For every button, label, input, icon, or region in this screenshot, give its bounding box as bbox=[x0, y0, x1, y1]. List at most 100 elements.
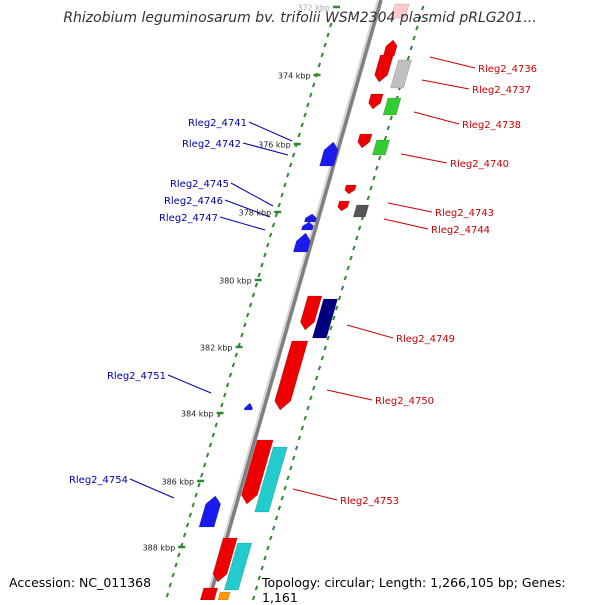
gene-label: Rleg2_4737 bbox=[472, 85, 531, 96]
outer-tick-dot bbox=[377, 155, 382, 161]
gene-label: Rleg2_4736 bbox=[478, 64, 537, 75]
outer-tick-dot bbox=[312, 385, 316, 391]
accession-text: Accession: NC_011368 bbox=[9, 575, 152, 590]
outer-tick-dot bbox=[277, 505, 282, 511]
inner-tick-dot bbox=[240, 332, 244, 338]
leader-line bbox=[219, 216, 266, 231]
outer-tick-dot bbox=[415, 25, 419, 31]
inner-tick-dot bbox=[303, 112, 307, 118]
backbone-line bbox=[207, 0, 383, 600]
leader-line bbox=[387, 202, 433, 213]
leader-line bbox=[167, 374, 212, 394]
leader-line bbox=[421, 79, 470, 90]
outer-tick-dot bbox=[257, 575, 262, 581]
inner-tick-dot bbox=[268, 232, 273, 238]
inner-tick-dot bbox=[280, 192, 284, 198]
gene-label: Rleg2_4744 bbox=[431, 225, 490, 236]
outer-tick-dot bbox=[386, 125, 391, 131]
leader-line bbox=[413, 111, 460, 125]
outer-tick-dot bbox=[309, 395, 313, 401]
gene-feature bbox=[390, 59, 412, 89]
map-title: Rhizobium leguminosarum bv. trifolii WSM… bbox=[63, 10, 537, 26]
gene-feature bbox=[274, 340, 309, 411]
gene-label: Rleg2_4751 bbox=[107, 371, 166, 382]
outer-tick-dot bbox=[355, 235, 359, 241]
inner-tick-dot bbox=[323, 42, 327, 48]
outer-tick-dot bbox=[332, 315, 336, 321]
outer-tick-dot bbox=[343, 275, 348, 281]
inner-tick-dot bbox=[165, 592, 170, 598]
leader-lines bbox=[129, 56, 476, 501]
outer-tick-dot bbox=[294, 445, 299, 451]
gene-label: Rleg2_4740 bbox=[450, 159, 509, 170]
inner-tick-dot bbox=[214, 422, 218, 428]
scale-label: 382 kbp bbox=[200, 344, 233, 353]
outer-tick-dot bbox=[420, 5, 425, 11]
gene-feature bbox=[344, 184, 357, 195]
gene-feature bbox=[390, 3, 410, 19]
outer-tick-dot bbox=[349, 255, 353, 261]
gene-feature bbox=[241, 439, 274, 505]
inner-tick-dot bbox=[197, 482, 201, 488]
outer-tick-dot bbox=[406, 55, 411, 61]
outer-tick-dot bbox=[286, 475, 290, 481]
inner-tick-dot bbox=[185, 522, 190, 528]
inner-tick-dot bbox=[274, 212, 279, 218]
scale-label: 372 kbp bbox=[297, 4, 330, 13]
outer-tick-dot bbox=[303, 415, 307, 421]
outer-tick-dot bbox=[320, 355, 325, 361]
inner-tick-dot bbox=[251, 292, 256, 298]
outer-tick-dot bbox=[323, 345, 327, 351]
outer-tick-dot bbox=[389, 115, 393, 121]
inner-tick-dot bbox=[271, 222, 276, 228]
outer-tick-dot bbox=[260, 565, 264, 571]
outer-tick-dot bbox=[300, 425, 305, 431]
leader-line bbox=[326, 389, 373, 401]
inner-tick-dot bbox=[260, 262, 264, 268]
outer-tick-dot bbox=[366, 195, 370, 201]
gene-feature bbox=[374, 54, 394, 83]
outer-tick-dot bbox=[271, 525, 276, 531]
outer-tick-dot bbox=[337, 295, 342, 301]
outer-tick-dot bbox=[329, 325, 333, 331]
outer-tick-dot bbox=[375, 165, 379, 171]
scale-label: 388 kbp bbox=[143, 544, 176, 553]
outer-tick-dot bbox=[369, 185, 373, 191]
gene-label: Rleg2_4746 bbox=[164, 196, 223, 207]
outer-tick-dot bbox=[263, 555, 267, 561]
inner-tick-dot bbox=[177, 552, 181, 558]
outer-tick-dot bbox=[289, 465, 293, 471]
inner-tick-dot bbox=[286, 172, 290, 178]
scale-label: 380 kbp bbox=[219, 277, 252, 286]
gene-feature bbox=[303, 213, 317, 223]
outer-tick-dot bbox=[357, 225, 362, 231]
inner-tick-dot bbox=[202, 462, 207, 468]
gene-label: Rleg2_4749 bbox=[396, 334, 455, 345]
inner-tick-dot bbox=[205, 452, 210, 458]
outer-tick-dot bbox=[409, 45, 413, 51]
outer-tick-dot bbox=[383, 135, 388, 141]
inner-tick-dot bbox=[234, 352, 238, 358]
gene-label: Rleg2_4743 bbox=[435, 208, 494, 219]
gene-feature bbox=[243, 402, 253, 411]
gene-label: Rleg2_4747 bbox=[159, 213, 218, 224]
inner-tick-dot bbox=[228, 372, 233, 378]
inner-tick-dot bbox=[200, 472, 204, 478]
outer-tick-dot bbox=[334, 305, 339, 311]
gene-feature bbox=[198, 495, 221, 528]
leader-line bbox=[248, 121, 293, 142]
outer-tick-dot bbox=[346, 265, 350, 271]
inner-tick-dot bbox=[320, 52, 324, 58]
gene-label: Rleg2_4741 bbox=[188, 118, 247, 129]
inner-tick-dot bbox=[263, 252, 267, 258]
outer-tick-dot bbox=[280, 495, 284, 501]
outer-tick-dot bbox=[297, 435, 302, 441]
outer-tick-dot bbox=[340, 285, 345, 291]
leader-line bbox=[230, 182, 274, 207]
inner-tick-dot bbox=[188, 512, 193, 518]
inner-tick-dot bbox=[225, 382, 230, 388]
inner-tick-dot bbox=[211, 432, 216, 438]
outer-tick-dot bbox=[254, 585, 259, 591]
gene-feature bbox=[357, 133, 373, 149]
scale-labels: 372 kbp 374 kbp 376 kbp 378 kbp 380 kbp 382 k… bbox=[143, 4, 340, 553]
